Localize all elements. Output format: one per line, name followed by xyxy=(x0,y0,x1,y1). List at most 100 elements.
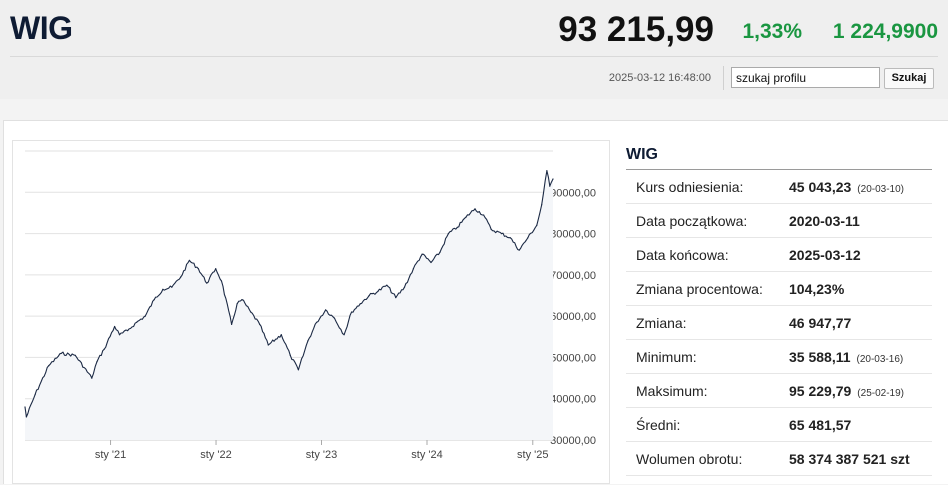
data-point xyxy=(215,268,217,270)
stats-value-text: 58 374 387 521 szt xyxy=(789,451,910,467)
stats-value-text: 65 481,57 xyxy=(789,417,852,433)
stats-value-text: 35 588,11 xyxy=(789,349,851,365)
data-point xyxy=(430,261,432,264)
stats-label: Wolumen obrotu: xyxy=(636,451,743,467)
x-tick-label: sty '22 xyxy=(200,449,231,461)
stats-row: Średni: 65 481,57 xyxy=(626,408,932,442)
stats-row: Zmiana procentowa: 104,23% xyxy=(626,272,932,306)
stats-value: 95 229,79 (25-02-19) xyxy=(789,383,904,399)
search-button[interactable]: Szukaj xyxy=(884,68,934,89)
stats-value: 104,23% xyxy=(789,281,844,297)
stats-value: 2020-03-11 xyxy=(789,213,860,229)
data-point xyxy=(197,268,199,270)
data-point xyxy=(325,309,327,311)
data-point xyxy=(377,290,379,292)
stats-title: WIG xyxy=(626,140,932,170)
stats-row: Minimum: 35 588,11 (20-03-16) xyxy=(626,340,932,374)
chart-canvas: 30000,00 40000,00 50000,00 60000,00 70000,00… xyxy=(24,150,596,461)
data-point xyxy=(549,185,551,187)
data-point xyxy=(316,321,318,323)
data-point xyxy=(552,178,554,180)
data-point xyxy=(236,303,238,305)
x-tick-label: sty '24 xyxy=(411,449,442,461)
search-divider xyxy=(723,66,724,90)
stats-value: 45 043,23 (20-03-10) xyxy=(789,179,904,195)
data-point xyxy=(103,348,105,350)
data-point xyxy=(501,233,503,235)
data-point xyxy=(333,317,336,319)
stats-value: 46 947,77 xyxy=(789,315,851,331)
data-point xyxy=(259,323,261,325)
data-point xyxy=(25,416,27,418)
data-point xyxy=(546,170,548,172)
price-chart[interactable]: 30000,00 40000,00 50000,00 60000,00 70000,00… xyxy=(12,140,610,484)
stats-row: Data początkowa: 2020-03-11 xyxy=(626,204,932,238)
data-point xyxy=(114,325,116,328)
data-point xyxy=(412,268,414,270)
stats-label: Zmiana: xyxy=(636,315,687,331)
data-point xyxy=(267,344,269,346)
data-point xyxy=(403,286,406,288)
series-area xyxy=(25,170,553,440)
data-point xyxy=(118,334,121,336)
x-tick-label: sty '25 xyxy=(517,449,548,461)
data-point xyxy=(447,233,449,235)
data-point xyxy=(536,224,538,226)
y-tick-label: 90000,00 xyxy=(550,187,596,199)
data-point xyxy=(96,361,98,363)
y-tick-label: 30000,00 xyxy=(550,435,596,447)
stats-label: Minimum: xyxy=(636,349,697,365)
change-absolute: 1 224,9900 xyxy=(832,20,938,43)
change-percent: 1,33% xyxy=(742,20,802,43)
data-point xyxy=(289,354,291,356)
data-point xyxy=(297,369,299,371)
stats-value: 65 481,57 xyxy=(789,417,851,433)
data-point xyxy=(206,282,208,284)
data-point xyxy=(359,303,361,305)
data-point xyxy=(421,253,423,255)
data-point xyxy=(241,299,243,301)
x-tick-label: sty '21 xyxy=(95,449,126,461)
data-point xyxy=(518,249,520,251)
data-point xyxy=(231,323,233,325)
stats-panel: WIG Kurs odniesienia: 45 043,23 (20-03-10)… xyxy=(626,140,932,476)
data-point xyxy=(34,394,36,396)
data-point xyxy=(527,237,529,239)
data-point xyxy=(351,311,353,313)
stats-row: Zmiana: 46 947,77 xyxy=(626,306,932,340)
data-point xyxy=(439,251,441,253)
x-tick-label: sty '23 xyxy=(306,449,337,461)
data-point xyxy=(483,214,485,216)
data-point xyxy=(368,294,370,297)
data-point xyxy=(162,288,164,290)
stats-value-text: 2025-03-12 xyxy=(789,247,861,263)
data-point xyxy=(60,352,63,354)
stats-row: Kurs odniesienia: 45 043,23 (20-03-10) xyxy=(626,170,932,204)
data-point xyxy=(127,330,129,332)
data-point xyxy=(74,354,76,356)
stats-row: Data końcowa: 2025-03-12 xyxy=(626,238,932,272)
stats-row: Wolumen obrotu: 58 374 387 521 szt xyxy=(626,442,932,476)
y-tick-label: 60000,00 xyxy=(550,311,596,323)
stats-row: Maksimum: 95 229,79 (25-02-19) xyxy=(626,374,932,408)
data-point xyxy=(136,321,138,323)
profile-search-input[interactable] xyxy=(731,67,880,88)
data-point xyxy=(48,365,50,367)
data-point xyxy=(343,334,345,336)
quote-timestamp: 2025-03-12 16:48:00 xyxy=(608,72,711,84)
current-price: 93 215,99 xyxy=(558,10,714,49)
stats-value-date: (20-03-10) xyxy=(857,184,904,195)
header-divider xyxy=(10,56,938,57)
stats-value-text: 95 229,79 xyxy=(789,383,852,399)
data-point xyxy=(541,204,543,206)
stats-value-text: 104,23% xyxy=(789,281,845,297)
stats-value-date: (20-03-16) xyxy=(856,354,904,365)
data-point xyxy=(153,299,155,301)
data-point xyxy=(24,406,26,408)
stats-label: Maksimum: xyxy=(636,383,708,399)
quote-header: WIG 93 215,99 1,33% 1 224,9900 2025-03-1… xyxy=(0,0,948,99)
data-point xyxy=(465,216,467,218)
y-tick-label: 50000,00 xyxy=(550,352,596,364)
stats-value-text: 45 043,23 xyxy=(789,179,852,195)
data-point xyxy=(509,237,511,239)
